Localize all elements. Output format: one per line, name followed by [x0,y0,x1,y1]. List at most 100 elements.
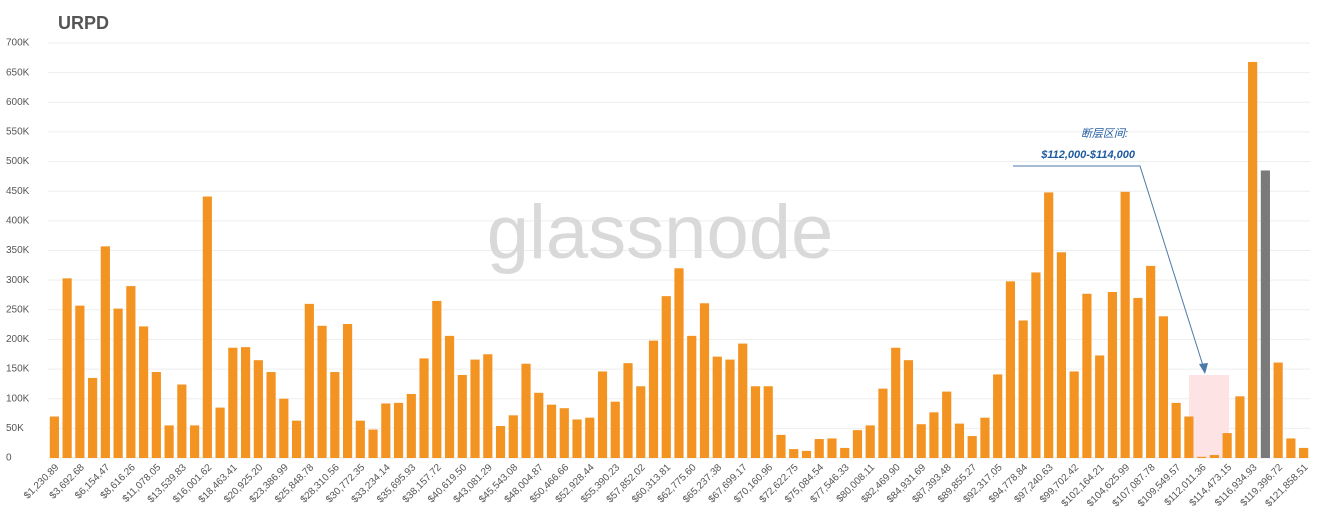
arrow-head [1199,363,1208,374]
bar [228,347,238,458]
bar [725,359,735,458]
bar [534,392,544,458]
y-tick-label: 250K [6,304,30,315]
bar [559,408,569,458]
bar [1222,433,1232,458]
bar [151,372,161,458]
bar [1171,402,1181,458]
y-tick-label: 300K [6,275,30,286]
bar [190,425,200,458]
bar [801,450,812,458]
bar [967,436,977,458]
y-tick-label: 200K [6,334,30,345]
watermark: glassnode [487,190,834,275]
bar [330,372,340,458]
bar [381,403,391,458]
bar [1197,456,1207,458]
bar [1184,416,1194,458]
bar [88,377,98,458]
bar [687,335,697,458]
bar [304,303,314,458]
bar [776,434,786,458]
bar [495,425,506,458]
bar [1209,455,1219,458]
bar [623,363,633,458]
bar [1273,362,1283,458]
bar [929,412,939,458]
bar [202,196,212,459]
bar [1235,396,1245,458]
bar [177,384,187,458]
bar [1120,191,1130,459]
bar [253,360,263,458]
bar [1056,252,1067,458]
bar [980,417,990,458]
bar [1146,265,1156,458]
bar [903,360,914,458]
bar [291,420,302,458]
bar [1018,320,1028,458]
bar [661,296,671,458]
bar [699,303,710,458]
bar [393,402,404,458]
y-tick-label: 450K [6,186,30,197]
bar [164,425,174,458]
bar [1107,292,1118,458]
bar [240,347,251,458]
bar [126,286,136,458]
bar [1031,272,1041,458]
bar [368,429,378,458]
bar [827,438,837,458]
bar [62,278,72,458]
bar [750,386,761,458]
annotation-text: $112,000-$114,000 [1040,149,1136,161]
bar [712,356,722,458]
bar [1044,192,1054,458]
bar [432,300,442,458]
bar [993,374,1003,458]
bar [814,439,824,458]
bar [878,388,888,458]
y-tick-label: 350K [6,245,30,256]
bar [75,305,85,458]
gap-highlight [1189,375,1229,458]
bar [1082,293,1092,458]
y-tick-label: 550K [6,127,30,138]
bar [508,415,518,458]
bar [266,372,276,458]
y-tick-label: 400K [6,215,30,226]
bar [572,419,582,458]
y-tick-label: 700K [6,38,30,49]
bar [840,447,850,458]
annotation-title: 断层区间: [1081,127,1128,140]
bar [891,347,901,458]
bar [355,420,365,458]
bar [648,340,659,458]
bar [1260,170,1270,458]
bar [521,363,531,458]
bar [317,325,327,458]
bar [1005,281,1016,458]
bar [1158,316,1168,458]
y-tick-label: 150K [6,364,30,375]
bar [852,430,863,458]
bar [49,416,59,458]
bar [942,391,952,458]
bar [789,449,799,458]
bar [483,354,493,458]
bar [738,343,748,458]
bar [279,398,289,458]
bar [215,407,225,458]
annotation-arrow [1013,165,1206,373]
bar [597,371,608,458]
bar [585,417,595,458]
y-tick-label: 50K [6,423,24,434]
y-tick-label: 650K [6,67,30,78]
bar [470,359,480,458]
bar [139,326,149,458]
bar [100,246,110,458]
bar [1286,438,1296,458]
y-tick-label: 0 [6,453,12,464]
